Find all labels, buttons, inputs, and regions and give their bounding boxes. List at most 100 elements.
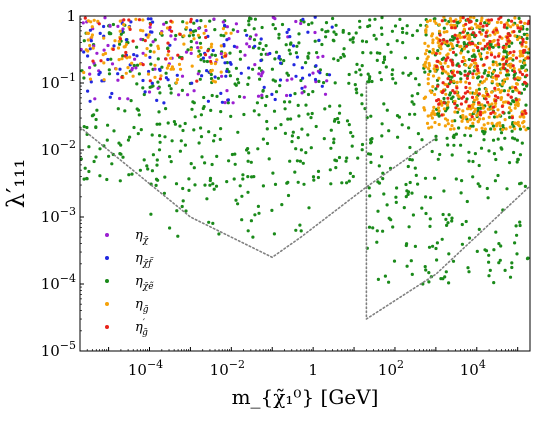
data-point: [177, 62, 182, 66]
data-point: [86, 54, 90, 58]
data-point: [427, 271, 431, 275]
legend-label: ηχ̃ẽ: [135, 274, 154, 292]
data-point: [437, 44, 441, 48]
data-point: [273, 126, 278, 130]
data-point: [476, 24, 480, 28]
data-point: [498, 35, 502, 39]
data-point: [511, 23, 515, 27]
data-point: [150, 81, 154, 85]
data-point: [523, 184, 528, 188]
data-point: [445, 223, 449, 227]
legend-label: ηg̃: [135, 297, 149, 315]
data-point: [499, 131, 504, 135]
data-point: [148, 49, 152, 54]
data-point: [494, 230, 498, 234]
x-tick-label: 10−2: [210, 358, 245, 379]
data-point: [119, 32, 123, 36]
legend-label: ηχ̃f̃: [135, 251, 153, 269]
data-point: [181, 199, 185, 203]
data-point: [469, 134, 473, 138]
data-point: [483, 21, 487, 25]
data-point: [209, 108, 213, 112]
data-point: [476, 45, 480, 50]
data-point: [376, 277, 380, 281]
data-point: [338, 104, 342, 108]
data-point: [199, 113, 203, 117]
data-point: [424, 33, 428, 37]
data-point: [299, 21, 303, 26]
data-point: [143, 90, 147, 94]
data-point: [463, 133, 467, 137]
data-point: [149, 212, 153, 216]
data-point: [241, 173, 245, 177]
data-point: [118, 67, 122, 71]
data-point: [514, 82, 519, 86]
data-point: [142, 158, 146, 162]
data-point: [475, 64, 479, 68]
data-point: [466, 17, 470, 21]
data-point: [448, 91, 453, 95]
data-point: [368, 194, 372, 198]
data-point: [520, 112, 524, 116]
data-point: [518, 153, 523, 157]
data-point: [523, 21, 527, 25]
data-point: [88, 77, 93, 81]
data-point: [204, 28, 208, 33]
data-point: [174, 33, 178, 38]
data-point: [187, 177, 191, 181]
data-point: [130, 68, 134, 72]
data-point: [459, 143, 463, 147]
data-point: [423, 62, 427, 66]
data-point: [478, 117, 482, 121]
data-point: [225, 25, 229, 29]
data-point: [426, 114, 430, 118]
data-point: [144, 53, 148, 57]
data-point: [392, 259, 397, 263]
data-point: [258, 77, 262, 81]
data-point: [178, 124, 182, 128]
data-point: [220, 100, 224, 104]
data-point: [337, 155, 342, 160]
data-point: [159, 31, 163, 35]
data-point: [400, 123, 404, 127]
data-point: [128, 27, 132, 31]
data-point: [454, 53, 458, 57]
data-point: [525, 27, 529, 31]
boundary-curve: [79, 126, 437, 259]
data-point: [497, 45, 501, 49]
data-point: [482, 123, 486, 127]
data-point: [513, 103, 518, 107]
data-point: [466, 72, 470, 76]
data-point: [387, 129, 391, 133]
data-point: [103, 16, 107, 20]
data-point: [510, 85, 514, 89]
data-point: [376, 209, 380, 213]
data-point: [304, 151, 308, 155]
data-point: [306, 55, 310, 59]
data-point: [196, 54, 200, 59]
data-point: [174, 81, 179, 85]
data-point: [404, 182, 408, 187]
data-point: [480, 16, 484, 20]
data-point: [301, 161, 305, 165]
data-point: [91, 46, 95, 50]
data-point: [232, 44, 236, 49]
data-point: [242, 95, 246, 99]
data-point: [223, 51, 227, 55]
data-point: [510, 265, 514, 270]
data-point: [158, 134, 162, 138]
data-point: [361, 51, 365, 55]
data-point: [459, 51, 463, 55]
data-point: [291, 44, 296, 48]
data-point: [424, 28, 428, 32]
data-point: [210, 42, 214, 46]
data-point: [129, 20, 133, 24]
data-point: [225, 89, 229, 93]
data-point: [137, 18, 142, 22]
data-point: [332, 39, 336, 43]
data-point: [105, 177, 109, 182]
data-point: [282, 59, 286, 63]
data-point: [521, 65, 525, 69]
data-point: [382, 55, 387, 59]
data-point: [423, 265, 427, 269]
